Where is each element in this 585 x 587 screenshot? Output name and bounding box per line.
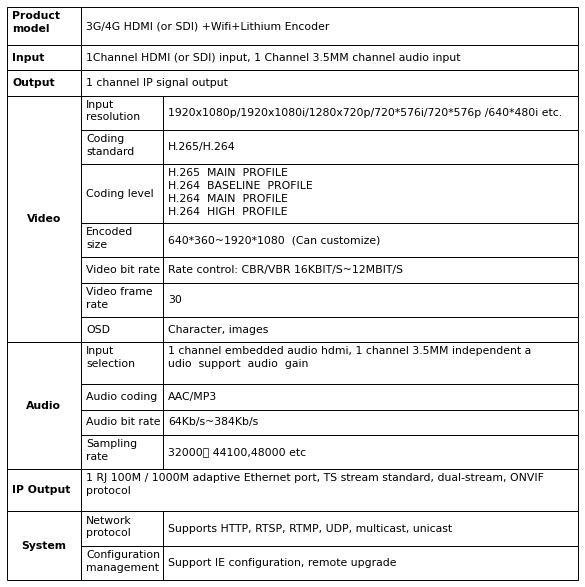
Bar (81, 130, 163, 164)
Bar (163, 164, 578, 223)
Text: AAC/MP3: AAC/MP3 (168, 392, 217, 402)
Bar (163, 546, 578, 580)
Bar (163, 96, 578, 130)
Bar (81, 435, 163, 469)
Text: System: System (22, 541, 66, 551)
Bar (81, 546, 163, 580)
Text: Configuration
management: Configuration management (86, 550, 160, 572)
Bar (7, 469, 81, 511)
Bar (7, 511, 81, 580)
Bar (81, 70, 578, 96)
Text: Output: Output (12, 78, 55, 88)
Bar (7, 45, 81, 70)
Text: 1 channel embedded audio hdmi, 1 channel 3.5MM independent a
udio  support  audi: 1 channel embedded audio hdmi, 1 channel… (168, 346, 531, 369)
Bar (81, 164, 163, 223)
Text: Character, images: Character, images (168, 325, 269, 335)
Bar (163, 223, 578, 257)
Text: Video: Video (27, 214, 61, 224)
Bar (81, 469, 578, 511)
Text: IP Output: IP Output (12, 485, 71, 495)
Text: 64Kb/s~384Kb/s: 64Kb/s~384Kb/s (168, 417, 258, 427)
Text: 1 RJ 100M / 1000M adaptive Ethernet port, TS stream standard, dual-stream, ONVIF: 1 RJ 100M / 1000M adaptive Ethernet port… (86, 473, 544, 496)
Bar (81, 257, 163, 283)
Bar (163, 511, 578, 546)
Text: Coding level: Coding level (86, 188, 154, 198)
Text: Audio: Audio (26, 401, 61, 411)
Bar (163, 342, 578, 384)
Text: H.265/H.264: H.265/H.264 (168, 142, 236, 152)
Bar (81, 511, 163, 546)
Text: 640*360~1920*1080  (Can customize): 640*360~1920*1080 (Can customize) (168, 235, 380, 245)
Bar (81, 342, 163, 384)
Text: Network
protocol: Network protocol (86, 515, 132, 538)
Text: 32000、 44100,48000 etc: 32000、 44100,48000 etc (168, 447, 306, 457)
Text: Input
selection: Input selection (86, 346, 135, 369)
Text: 30: 30 (168, 295, 182, 305)
Text: Coding
standard: Coding standard (86, 134, 134, 157)
Bar (7, 70, 81, 96)
Text: Video bit rate: Video bit rate (86, 265, 160, 275)
Bar (81, 410, 163, 435)
Bar (163, 257, 578, 283)
Text: Audio bit rate: Audio bit rate (86, 417, 160, 427)
Text: Sampling
rate: Sampling rate (86, 439, 137, 462)
Text: Audio coding: Audio coding (86, 392, 157, 402)
Text: Input
resolution: Input resolution (86, 100, 140, 123)
Bar (163, 283, 578, 317)
Text: OSD: OSD (86, 325, 110, 335)
Bar (81, 7, 578, 45)
Bar (7, 96, 81, 342)
Bar (163, 384, 578, 410)
Text: Product
model: Product model (12, 11, 60, 34)
Text: 3G/4G HDMI (or SDI) +Wifi+Lithium Encoder: 3G/4G HDMI (or SDI) +Wifi+Lithium Encode… (86, 21, 329, 31)
Bar (163, 435, 578, 469)
Bar (81, 283, 163, 317)
Bar (81, 96, 163, 130)
Bar (163, 130, 578, 164)
Bar (81, 384, 163, 410)
Bar (81, 45, 578, 70)
Text: Video frame
rate: Video frame rate (86, 287, 153, 309)
Bar (163, 317, 578, 342)
Text: 1Channel HDMI (or SDI) input, 1 Channel 3.5MM channel audio input: 1Channel HDMI (or SDI) input, 1 Channel … (86, 53, 460, 63)
Bar (163, 410, 578, 435)
Text: 1920x1080p/1920x1080i/1280x720p/720*576i/720*576p /640*480i etc.: 1920x1080p/1920x1080i/1280x720p/720*576i… (168, 108, 562, 118)
Text: Support IE configuration, remote upgrade: Support IE configuration, remote upgrade (168, 558, 397, 568)
Text: Rate control: CBR/VBR 16KBIT/S~12MBIT/S: Rate control: CBR/VBR 16KBIT/S~12MBIT/S (168, 265, 403, 275)
Bar (7, 342, 81, 469)
Text: H.265  MAIN  PROFILE
H.264  BASELINE  PROFILE
H.264  MAIN  PROFILE
H.264  HIGH  : H.265 MAIN PROFILE H.264 BASELINE PROFIL… (168, 168, 312, 217)
Text: 1 channel IP signal output: 1 channel IP signal output (86, 78, 228, 88)
Bar (81, 317, 163, 342)
Text: Input: Input (12, 53, 44, 63)
Bar (81, 223, 163, 257)
Text: Supports HTTP, RTSP, RTMP, UDP, multicast, unicast: Supports HTTP, RTSP, RTMP, UDP, multicas… (168, 524, 452, 534)
Text: Encoded
size: Encoded size (86, 227, 133, 250)
Bar (7, 7, 81, 45)
